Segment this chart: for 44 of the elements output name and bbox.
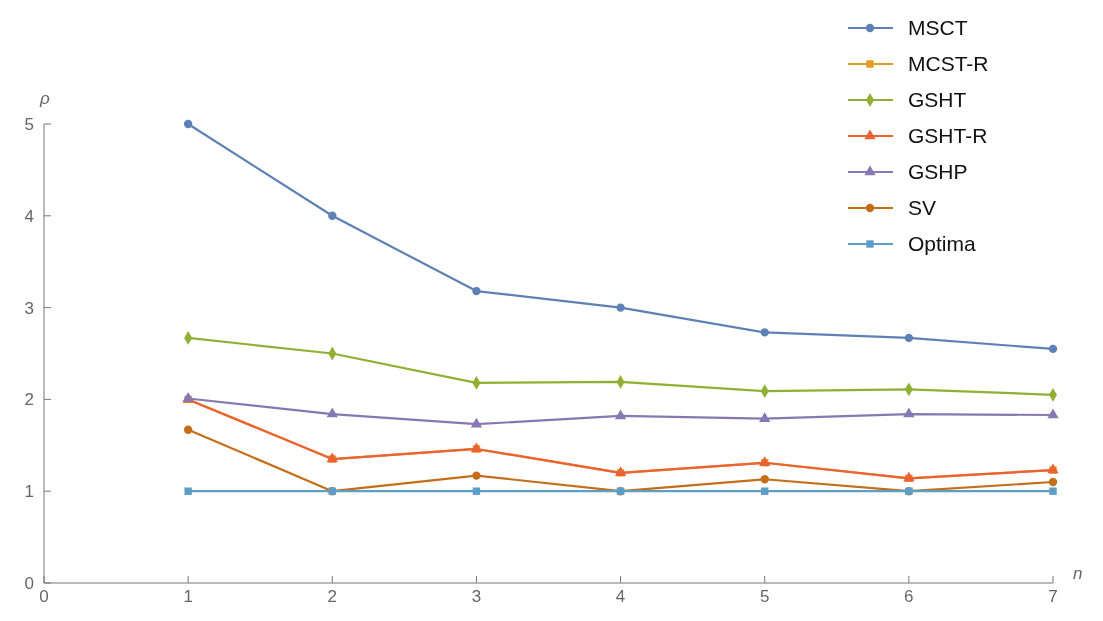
point: [183, 425, 193, 434]
legend-label: SV: [908, 196, 937, 219]
legend-label: MSCT: [908, 16, 968, 39]
point: [472, 471, 481, 480]
y-tick-label: 2: [24, 390, 34, 410]
legend-label: Optima: [908, 232, 977, 255]
y-tick-label: 5: [24, 115, 34, 134]
point: [760, 475, 769, 484]
point: [183, 119, 193, 129]
x-axis-title: n: [1073, 564, 1083, 583]
point: [328, 211, 337, 220]
point: [1048, 477, 1058, 487]
legend-label: GSHT: [908, 88, 967, 111]
x-tick-label: 4: [615, 587, 626, 606]
x-tick-label: 0: [39, 587, 49, 606]
point: [616, 303, 625, 312]
point: [904, 333, 914, 343]
y-tick-label: 0: [24, 574, 34, 593]
x-tick-label: 3: [471, 587, 482, 606]
point: [761, 487, 769, 495]
x-tick-label: 5: [759, 587, 770, 606]
x-tick-label: 7: [1048, 587, 1058, 606]
x-tick-label: 6: [904, 587, 914, 606]
y-axis-title: ρ: [39, 89, 50, 108]
x-tick-label: 2: [327, 587, 338, 606]
point: [759, 412, 771, 422]
point: [760, 328, 769, 337]
y-tick-label: 1: [24, 482, 34, 502]
point: [472, 487, 481, 495]
point: [472, 286, 481, 296]
legend-label: MCST-R: [908, 52, 989, 75]
y-tick-label: 3: [24, 298, 34, 318]
point: [470, 417, 483, 428]
point: [614, 409, 627, 420]
legend-label: GSHT-R: [908, 124, 988, 147]
point: [1048, 344, 1058, 354]
x-tick-label: 1: [183, 587, 193, 606]
point: [184, 487, 192, 495]
point: [326, 407, 338, 418]
point: [903, 407, 915, 418]
point: [1049, 487, 1057, 495]
legend-label: GSHP: [908, 160, 968, 183]
y-tick-label: 4: [24, 206, 34, 226]
point: [1047, 408, 1059, 419]
